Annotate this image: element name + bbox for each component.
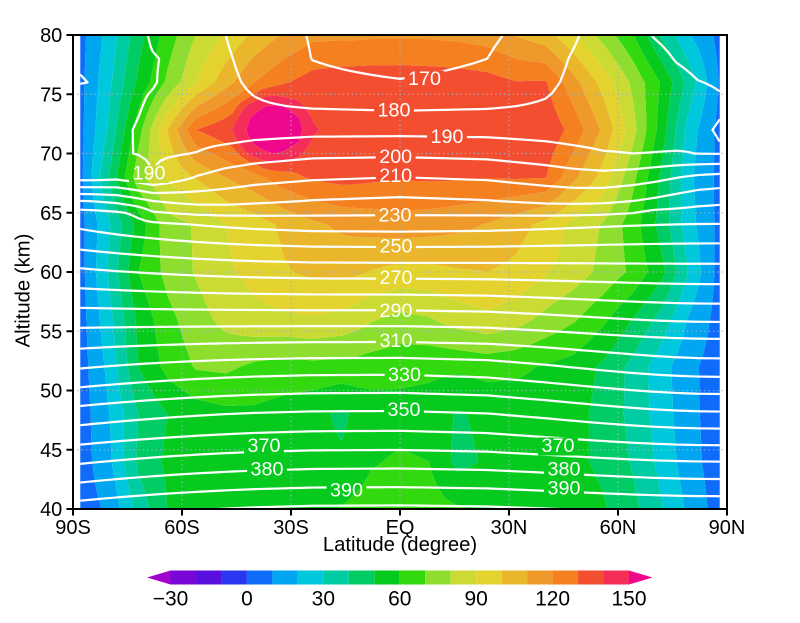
svg-text:EQ: EQ xyxy=(386,517,415,539)
svg-text:150: 150 xyxy=(612,587,647,610)
svg-text:120: 120 xyxy=(535,587,570,610)
svg-text:200: 200 xyxy=(379,146,412,168)
svg-text:210: 210 xyxy=(379,165,412,187)
svg-text:Latitude (degree): Latitude (degree) xyxy=(323,534,477,556)
svg-text:50: 50 xyxy=(40,381,62,403)
svg-text:60: 60 xyxy=(388,587,411,610)
svg-text:60: 60 xyxy=(40,262,62,284)
svg-text:60N: 60N xyxy=(600,517,637,539)
svg-text:80: 80 xyxy=(40,25,62,47)
svg-text:370: 370 xyxy=(542,435,575,457)
svg-text:75: 75 xyxy=(40,84,62,106)
svg-text:30S: 30S xyxy=(273,517,309,539)
svg-text:0: 0 xyxy=(241,587,253,610)
svg-text:65: 65 xyxy=(40,203,62,225)
svg-text:390: 390 xyxy=(548,478,581,500)
svg-text:90N: 90N xyxy=(709,517,746,539)
svg-text:40: 40 xyxy=(40,499,62,521)
svg-text:90S: 90S xyxy=(55,517,91,539)
svg-text:30N: 30N xyxy=(491,517,528,539)
svg-text:310: 310 xyxy=(380,330,413,352)
svg-text:90: 90 xyxy=(465,587,488,610)
svg-text:170: 170 xyxy=(408,68,441,90)
svg-text:290: 290 xyxy=(380,300,413,322)
svg-text:−30: −30 xyxy=(153,587,189,610)
svg-text:330: 330 xyxy=(388,364,421,386)
svg-text:Altitude (km): Altitude (km) xyxy=(13,234,35,348)
svg-text:380: 380 xyxy=(251,459,284,481)
svg-text:190: 190 xyxy=(431,126,464,148)
svg-text:350: 350 xyxy=(388,399,421,421)
svg-text:270: 270 xyxy=(380,267,413,289)
svg-text:190: 190 xyxy=(133,163,166,185)
svg-text:45: 45 xyxy=(40,440,62,462)
svg-text:250: 250 xyxy=(380,236,413,258)
svg-text:30: 30 xyxy=(312,587,335,610)
svg-text:55: 55 xyxy=(40,321,62,343)
svg-text:180: 180 xyxy=(378,100,411,122)
svg-text:230: 230 xyxy=(379,204,412,226)
svg-text:380: 380 xyxy=(548,459,581,481)
svg-text:60S: 60S xyxy=(164,517,200,539)
svg-text:370: 370 xyxy=(248,435,281,457)
svg-text:70: 70 xyxy=(40,144,62,166)
svg-text:390: 390 xyxy=(330,480,363,502)
